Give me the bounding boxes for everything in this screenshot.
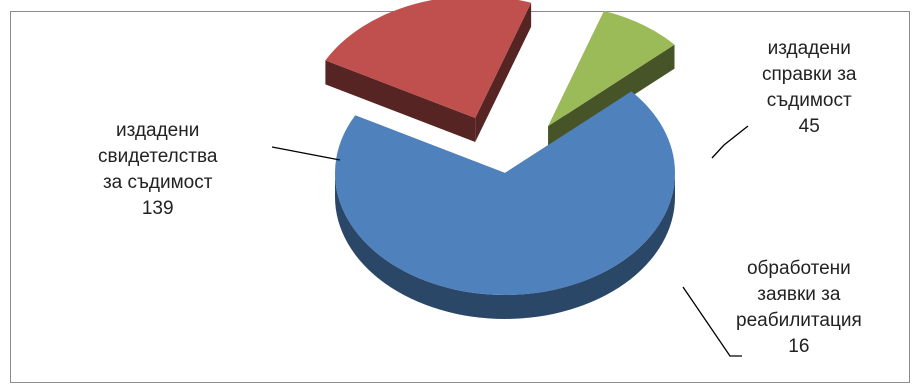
slice-certificates-outer-wall (335, 173, 675, 319)
slice-reports-wall (325, 60, 476, 142)
slice-certificates-leader-line (271, 146, 341, 161)
slice-reports (325, 0, 532, 118)
slice-label-reports: издадени справки за съдимост 45 (762, 36, 857, 140)
slice-label-rehabilitation-line1: обработени (746, 258, 851, 279)
slice-label-reports-line3: съдимост (766, 90, 852, 111)
slice-value-rehabilitation: 16 (788, 336, 810, 357)
slice-rehabilitation-leader-line (682, 286, 742, 357)
slice-label-rehabilitation: обработени заявки за реабилитация 16 (736, 256, 862, 360)
slice-rehabilitation-wall (548, 44, 675, 151)
slice-rehabilitation (548, 11, 675, 127)
slice-value-reports: 45 (798, 116, 820, 137)
slice-label-certificates: издадени свидетелства за съдимост 139 (98, 118, 217, 222)
slice-label-reports-line2: справки за (762, 64, 857, 85)
slice-reports-leader-line (711, 125, 749, 159)
slice-reports-wall (475, 2, 532, 142)
slice-certificates (334, 91, 675, 296)
slice-label-rehabilitation-line3: реабилитация (736, 310, 862, 331)
slice-reports-side (325, 2, 532, 142)
slice-label-certificates-line1: издадени (116, 120, 200, 141)
slice-label-certificates-line2: свидетелства (98, 146, 218, 167)
slice-label-certificates-line3: за съдимост (102, 172, 213, 193)
slice-label-reports-line1: издадени (767, 38, 851, 59)
slice-value-certificates: 139 (141, 198, 174, 219)
slice-label-rehabilitation-line2: заявки за (757, 284, 841, 305)
